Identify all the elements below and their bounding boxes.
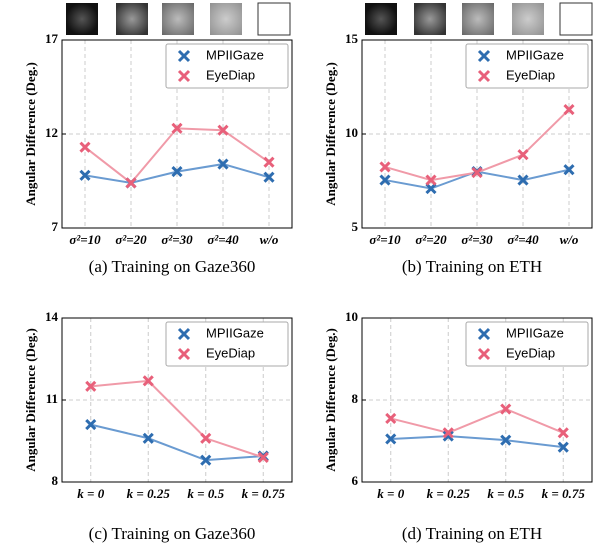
x-tick-label: k = 0.5 [187, 486, 224, 501]
y-tick-label: 10 [345, 125, 358, 140]
x-tick-label: k = 0.75 [242, 486, 286, 501]
legend-label: MPIIGaze [506, 47, 564, 62]
figure: 7 12 17 σ²=10 σ²=20 σ²=30 σ²=40 w/o Angular Diff… [0, 0, 611, 550]
y-tick-label: 11 [46, 391, 58, 406]
x-tick-label: σ²=40 [507, 232, 539, 247]
y-tick-label: 7 [52, 219, 59, 234]
y-tick-label: 10 [345, 309, 358, 324]
x-tick-label: σ²=40 [207, 232, 239, 247]
marker [519, 150, 528, 159]
caption: (c) Training on Gaze360 [89, 524, 256, 543]
y-tick-label: 6 [352, 473, 359, 488]
x-tick-label: k = 0.25 [427, 486, 471, 501]
y-tick-label: 17 [45, 31, 59, 46]
caption: (b) Training on ETH [402, 257, 542, 276]
y-tick-label: 8 [52, 473, 59, 488]
x-tick-label: σ²=30 [161, 232, 193, 247]
legend-label: EyeDiap [506, 67, 555, 82]
series-line [91, 425, 264, 461]
marker [559, 428, 568, 437]
y-axis-label: Angular Difference (Deg.) [23, 62, 38, 206]
legend-label: MPIIGaze [206, 325, 264, 340]
legend-label: EyeDiap [206, 67, 255, 82]
series-line [91, 381, 264, 458]
x-tick-label: k = 0.75 [542, 486, 586, 501]
x-tick-label: σ²=10 [69, 232, 101, 247]
x-tick-label: σ²=20 [115, 232, 147, 247]
series-line [391, 409, 564, 433]
legend-label: EyeDiap [206, 345, 255, 360]
x-tick-label: k = 0 [77, 486, 104, 501]
x-tick-label: w/o [560, 232, 579, 247]
legend-label: EyeDiap [506, 345, 555, 360]
marker [81, 143, 90, 152]
x-tick-label: σ²=30 [461, 232, 493, 247]
x-tick-label: k = 0.25 [127, 486, 171, 501]
caption: (d) Training on ETH [402, 524, 542, 543]
y-tick-label: 12 [45, 125, 58, 140]
x-tick-label: w/o [260, 232, 279, 247]
caption: (a) Training on Gaze360 [89, 257, 256, 276]
y-axis-label: Angular Difference (Deg.) [323, 328, 338, 472]
x-tick-label: k = 0.5 [487, 486, 524, 501]
legend-label: MPIIGaze [206, 47, 264, 62]
y-axis-label: Angular Difference (Deg.) [23, 328, 38, 472]
series-line [391, 436, 564, 447]
x-tick-label: σ²=10 [369, 232, 401, 247]
x-tick-label: k = 0 [377, 486, 404, 501]
thumbnails-b [365, 3, 592, 35]
x-tick-label: σ²=20 [415, 232, 447, 247]
y-tick-label: 8 [352, 391, 359, 406]
legend-label: MPIIGaze [506, 325, 564, 340]
y-tick-label: 5 [352, 219, 359, 234]
y-tick-label: 14 [45, 309, 59, 324]
thumbnails-a [66, 3, 290, 35]
y-axis-label: Angular Difference (Deg.) [323, 62, 338, 206]
y-tick-label: 15 [345, 31, 359, 46]
